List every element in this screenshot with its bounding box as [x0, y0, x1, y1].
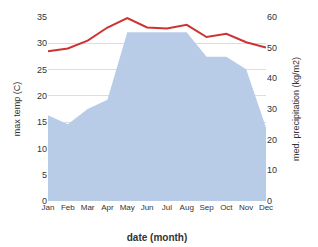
svg-text:med. precipitation (kg/m2): med. precipitation (kg/m2): [291, 57, 301, 161]
svg-text:30: 30: [267, 104, 277, 114]
svg-text:40: 40: [267, 73, 277, 83]
svg-text:0: 0: [267, 196, 272, 206]
svg-text:Nov: Nov: [239, 203, 253, 212]
svg-text:Jun: Jun: [141, 203, 154, 212]
svg-text:Mar: Mar: [81, 203, 95, 212]
svg-text:20: 20: [37, 91, 47, 101]
svg-text:Oct: Oct: [220, 203, 233, 212]
svg-text:10: 10: [37, 144, 47, 154]
svg-text:0: 0: [42, 196, 47, 206]
svg-text:max temp (C): max temp (C): [12, 82, 22, 137]
svg-text:Dec: Dec: [259, 203, 273, 212]
svg-text:60: 60: [267, 12, 277, 22]
svg-text:May: May: [120, 203, 135, 212]
svg-text:35: 35: [37, 12, 47, 22]
svg-text:Jan: Jan: [42, 203, 55, 212]
svg-text:Sep: Sep: [199, 203, 214, 212]
svg-text:20: 20: [267, 135, 277, 145]
svg-text:15: 15: [37, 117, 47, 127]
svg-text:Feb: Feb: [61, 203, 75, 212]
svg-text:Aug: Aug: [180, 203, 194, 212]
svg-text:30: 30: [37, 38, 47, 48]
svg-text:10: 10: [267, 165, 277, 175]
svg-text:Jul: Jul: [162, 203, 172, 212]
svg-text:date (month): date (month): [127, 232, 188, 243]
svg-text:Apr: Apr: [101, 203, 114, 212]
svg-text:25: 25: [37, 65, 47, 75]
svg-text:50: 50: [267, 43, 277, 53]
svg-text:5: 5: [42, 170, 47, 180]
